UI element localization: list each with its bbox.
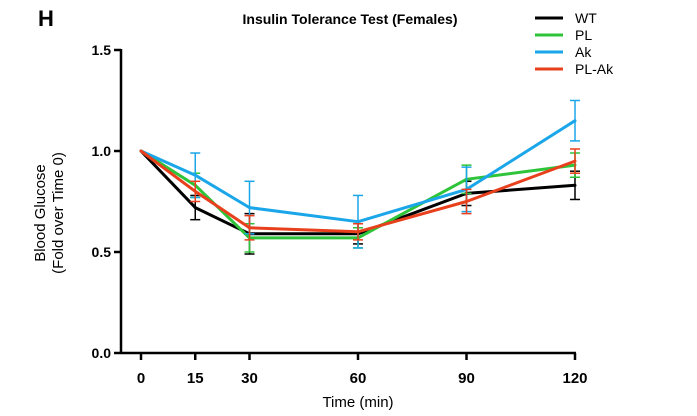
data-point-Ak-30 — [248, 206, 251, 210]
x-tick-label-3: 60 — [350, 370, 367, 387]
y-tick-label-2: 1.0 — [92, 143, 112, 159]
y-tick-label-0: 0.0 — [92, 345, 112, 361]
data-point-PL-Ak-0 — [139, 149, 143, 153]
y-axis-label-line2: (Fold over Time 0) — [50, 152, 67, 274]
series-layer — [139, 99, 580, 255]
x-tick-label-1: 15 — [187, 370, 204, 387]
data-point-PL-Ak-60 — [356, 230, 360, 234]
x-tick-label-4: 90 — [458, 370, 475, 387]
x-tick-label-5: 120 — [562, 370, 587, 387]
data-point-PL-Ak-30 — [248, 226, 251, 230]
data-point-WT-15 — [193, 206, 197, 210]
chart-title: Insulin Tolerance Test (Females) — [243, 11, 458, 27]
data-point-PL-Ak-90 — [465, 200, 468, 203]
y-axis-label: Blood Glucose (Fold over Time 0) — [32, 152, 67, 274]
series-PL — [139, 149, 580, 253]
series-line-Ak — [140, 119, 576, 224]
x-tick-label-2: 30 — [241, 370, 258, 387]
data-point-PL-Ak-120 — [573, 159, 577, 163]
data-point-Ak-60 — [356, 220, 360, 224]
x-tick-label-0: 0 — [137, 370, 145, 387]
series-line-PL-Ak — [140, 149, 576, 234]
data-point-Ak-120 — [573, 119, 577, 123]
y-axis-label-line1: Blood Glucose — [32, 164, 49, 262]
y-tick-label-1: 0.5 — [92, 244, 112, 260]
series-line-WT — [139, 149, 576, 236]
legend-label-Ak: Ak — [575, 44, 592, 60]
axes: 0.0 0.5 1.0 1.5 0 15 30 60 90 120 — [92, 42, 588, 387]
legend-label-WT: WT — [575, 10, 597, 26]
y-tick-label-3: 1.5 — [92, 42, 112, 58]
legend-label-PL-Ak: PL-Ak — [575, 61, 614, 77]
panel-label: H — [38, 6, 54, 31]
data-point-PL-Ak-15 — [193, 189, 197, 193]
series-PL-Ak — [139, 148, 580, 241]
legend-label-PL: PL — [575, 27, 592, 43]
data-point-WT-120 — [573, 183, 577, 187]
x-axis-label: Time (min) — [322, 394, 393, 411]
data-point-Ak-15 — [193, 173, 197, 177]
